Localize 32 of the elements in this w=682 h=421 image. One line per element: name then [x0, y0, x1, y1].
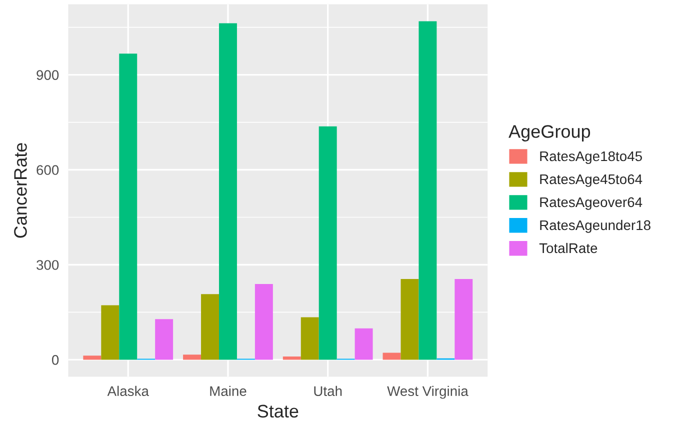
bar	[454, 278, 473, 360]
bar	[300, 317, 319, 360]
legend-label: RatesAgeover64	[540, 197, 642, 210]
x-tick-label: West Virginia	[387, 386, 468, 399]
y-tick-label: 900	[36, 70, 59, 80]
x-tick-label: Alaska	[107, 386, 149, 396]
bar	[282, 356, 301, 360]
bar	[218, 23, 237, 360]
y-tick-label: 0	[52, 355, 59, 365]
bar	[254, 284, 273, 360]
x-axis-title: State	[258, 404, 298, 418]
y-tick-label: 600	[36, 165, 59, 175]
bar	[119, 54, 138, 360]
x-tick-label: Utah	[314, 386, 342, 396]
legend-label: RatesAge18to45	[540, 151, 642, 164]
legend-label: RatesAge45to64	[540, 174, 642, 187]
bar	[101, 305, 120, 360]
bar	[155, 319, 174, 360]
legend-label: RatesAgeunder18	[540, 220, 650, 233]
bar	[382, 352, 401, 360]
bar	[318, 126, 337, 360]
legend-title: AgeGroup	[508, 125, 590, 142]
bar	[400, 278, 419, 360]
legend-label: TotalRate	[539, 242, 598, 254]
x-tick-label: Maine	[210, 386, 246, 396]
bar	[354, 328, 373, 360]
bar	[201, 294, 219, 360]
bar	[418, 21, 437, 360]
y-tick-label: 300	[36, 260, 59, 270]
y-axis-title: CancerRate	[14, 143, 27, 238]
bar	[183, 354, 202, 360]
bar	[83, 356, 102, 360]
